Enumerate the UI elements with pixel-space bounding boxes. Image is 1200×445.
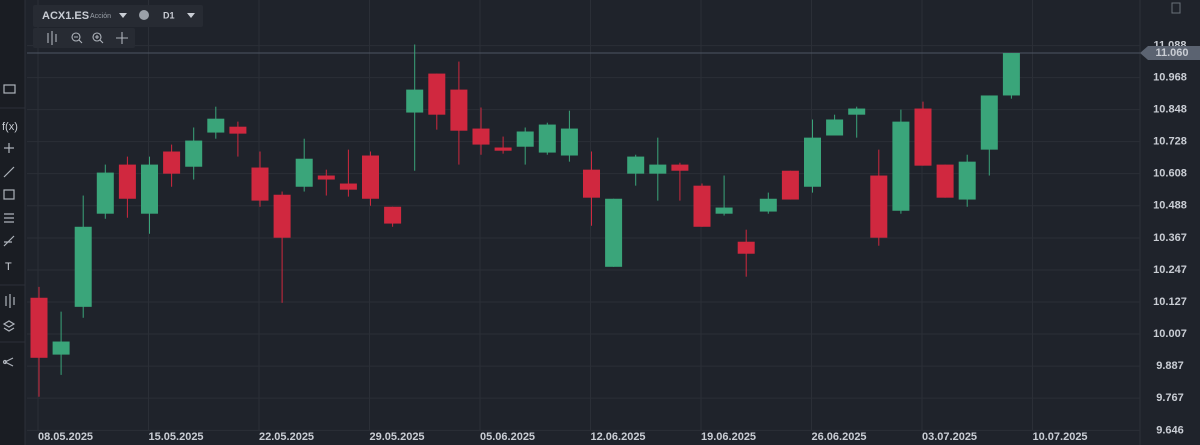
x-tick-label: 08.05.2025: [38, 431, 93, 443]
y-tick-label: 10.848: [1153, 104, 1187, 116]
icon-bars[interactable]: [47, 31, 57, 45]
x-tick-label: 12.06.2025: [591, 431, 646, 443]
interval[interactable]: D1: [163, 10, 175, 20]
x-tick-label: 26.06.2025: [812, 431, 867, 443]
y-tick-label: 10.247: [1153, 264, 1187, 276]
candle-body: [892, 121, 910, 211]
candle-body: [538, 124, 556, 153]
instrument-kind: Acción: [90, 13, 111, 20]
candle-body: [494, 147, 512, 151]
dropdown-arrow[interactable]: [119, 13, 127, 18]
y-tick-label: 10.968: [1153, 71, 1187, 83]
candle-body: [1002, 53, 1020, 96]
axis-knob: [1171, 2, 1181, 14]
icon-crosshair[interactable]: [4, 143, 14, 153]
symbol[interactable]: ACX1.ES: [42, 10, 89, 22]
candle-body: [781, 170, 799, 200]
candle-body: [560, 128, 578, 156]
dropdown-arrow[interactable]: [187, 13, 195, 18]
candle-body: [759, 198, 777, 212]
tool-fx[interactable]: f(x): [2, 121, 18, 133]
candle-body: [295, 158, 313, 187]
candle-body: [428, 73, 446, 115]
candle-body: [936, 164, 954, 198]
info-icon[interactable]: [139, 10, 149, 20]
icon-fib[interactable]: [4, 213, 14, 223]
candle-body: [339, 183, 357, 190]
y-tick-label: 10.488: [1153, 200, 1187, 212]
candle-body: [649, 164, 667, 174]
candle-body: [384, 206, 402, 224]
candle-body: [693, 185, 711, 227]
candle-body: [118, 164, 136, 199]
zoom-icons: [47, 31, 128, 45]
candle-body: [163, 151, 181, 174]
candle-body: [605, 198, 623, 267]
candle-body: [826, 119, 844, 136]
y-tick-label: 9.887: [1156, 360, 1184, 372]
candle-body: [74, 226, 92, 307]
candle-body: [583, 169, 600, 198]
candle-body: [737, 241, 755, 254]
x-tick-label: 22.05.2025: [259, 431, 314, 443]
icon-pitchfork[interactable]: [3, 235, 15, 247]
y-tick-label: 9.767: [1156, 392, 1184, 404]
candle-body: [207, 118, 225, 133]
icon-rect[interactable]: [3, 189, 15, 200]
candle-body: [251, 167, 269, 201]
candle-body: [472, 128, 490, 145]
candle-body: [229, 126, 247, 134]
icon-indicators[interactable]: [5, 294, 15, 308]
candle-body: [715, 207, 733, 214]
candle-body: [30, 297, 48, 358]
x-tick-label: 03.07.2025: [922, 431, 977, 443]
candle-body: [450, 89, 468, 131]
candle-body: [273, 194, 291, 238]
candle-body: [870, 175, 888, 238]
candle-body: [406, 89, 424, 113]
icon-zoom-out[interactable]: [71, 32, 81, 42]
plot: 9.646 9.767 9.887 10.007 10.127 10.247 10.367 1…: [27, 0, 1200, 445]
candle-body: [141, 164, 158, 214]
zoom-panel: [33, 28, 135, 48]
candle-body: [980, 95, 998, 150]
current-price-label: 11.060: [1155, 47, 1188, 59]
y-tick-label: 9.646: [1156, 424, 1184, 436]
candle-body: [516, 131, 534, 147]
candle-body: [804, 137, 821, 187]
candle-body: [671, 164, 689, 171]
icon-share-dot: [2, 359, 8, 365]
icon-pan[interactable]: [116, 32, 128, 44]
current-price-tag: [1140, 46, 1200, 61]
candle-body: [185, 140, 203, 167]
toolbar-icons: [2, 84, 16, 367]
candle-body: [317, 175, 335, 180]
y-tick-label: 10.728: [1153, 136, 1187, 148]
candle-body: [914, 108, 932, 166]
x-tick-label: 15.05.2025: [149, 431, 204, 443]
candle-body: [848, 108, 866, 115]
x-tick-label: 29.05.2025: [370, 431, 425, 443]
candle-body: [958, 161, 976, 200]
tool-text[interactable]: T: [5, 261, 12, 273]
icon-chart-type[interactable]: [3, 84, 16, 94]
candle-body: [52, 341, 70, 355]
x-tick-label: 10.07.2025: [1033, 431, 1088, 443]
candle-body: [627, 156, 645, 174]
icon-layers[interactable]: [2, 320, 16, 332]
y-tick-label: 10.367: [1153, 232, 1187, 244]
candle-body: [362, 155, 379, 199]
icon-zoom-in[interactable]: [92, 32, 102, 42]
candle-body: [96, 172, 114, 214]
symbol-panel: [33, 5, 203, 27]
x-tick-label: 19.06.2025: [701, 431, 756, 443]
y-tick-label: 10.608: [1153, 168, 1187, 180]
x-tick-label: 05.06.2025: [480, 431, 535, 443]
y-tick-label: 10.127: [1153, 296, 1187, 308]
y-tick-label: 10.007: [1153, 328, 1187, 340]
icon-line[interactable]: [3, 166, 15, 178]
